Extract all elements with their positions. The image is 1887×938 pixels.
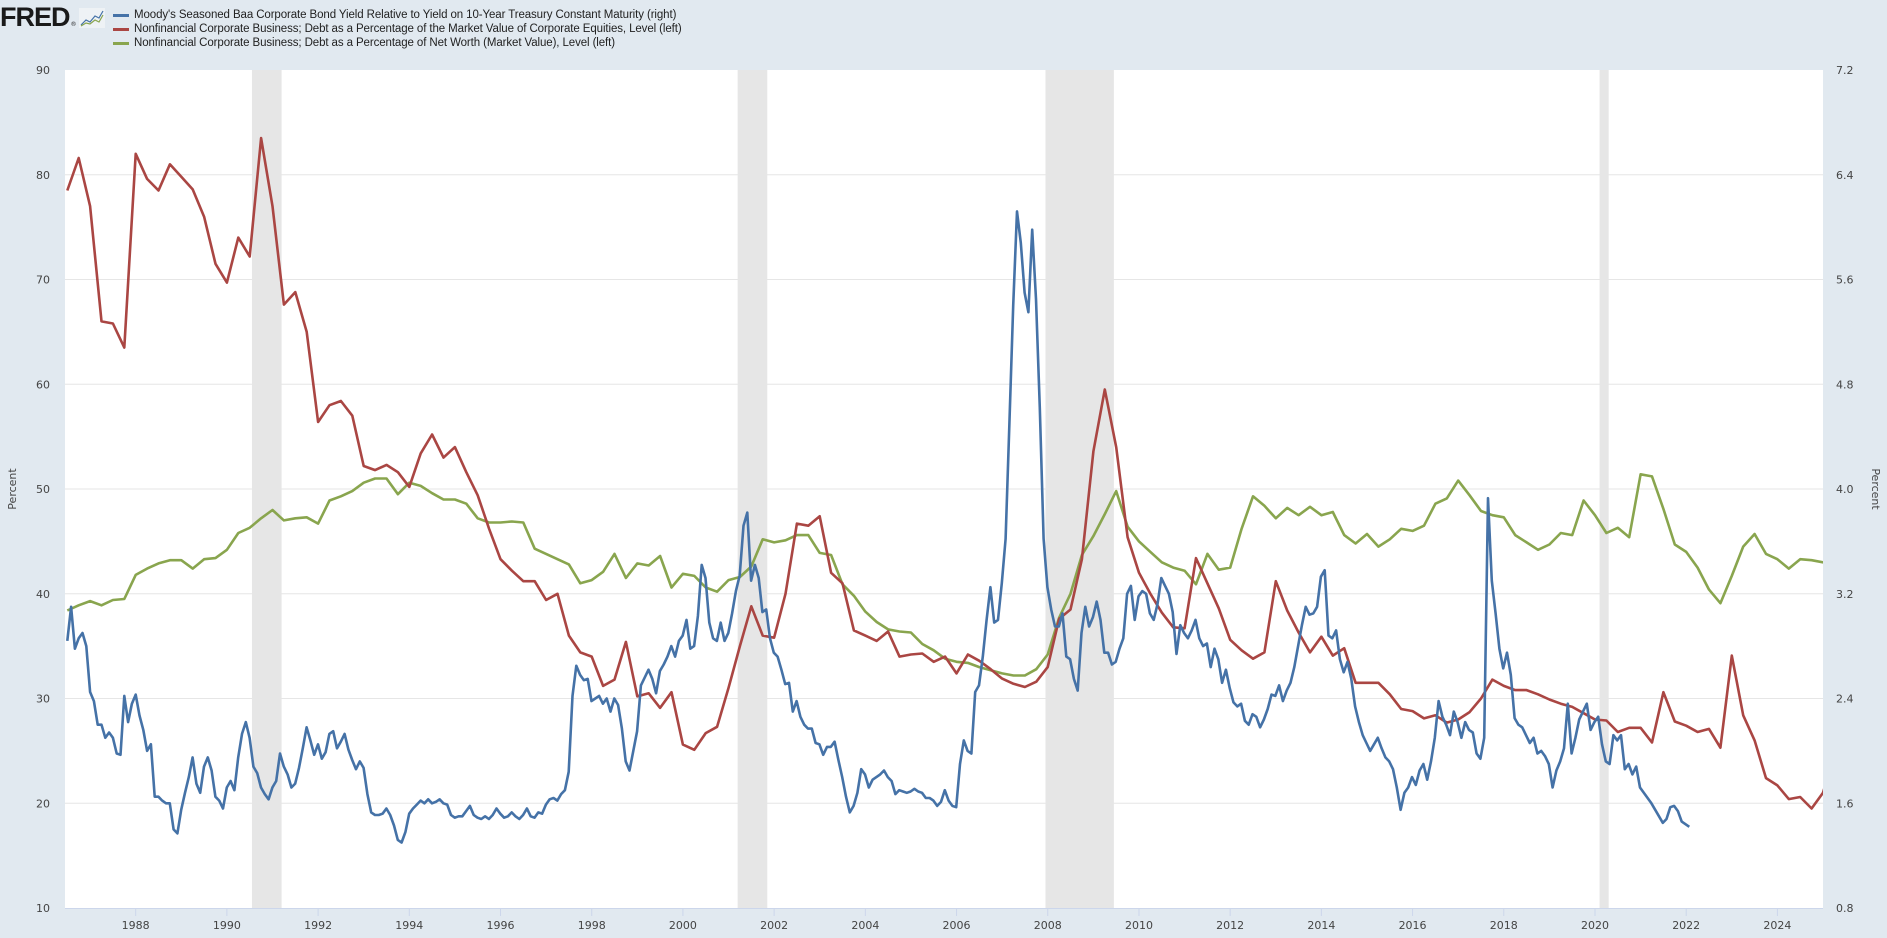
x-tick-label: 2018 bbox=[1490, 919, 1518, 932]
series-line-3[interactable] bbox=[66, 472, 1834, 677]
legend-swatch-icon bbox=[113, 41, 129, 45]
legend-item[interactable]: Nonfinancial Corporate Business; Debt as… bbox=[113, 36, 682, 50]
chart-legend: Moody's Seasoned Baa Corporate Bond Yiel… bbox=[113, 8, 682, 50]
y-right-tick-label: 0.8 bbox=[1836, 902, 1854, 915]
y-right-tick-label: 2.4 bbox=[1836, 693, 1854, 706]
y-left-tick-label: 70 bbox=[36, 274, 50, 287]
y-left-tick-label: 10 bbox=[36, 902, 50, 915]
x-tick-label: 2020 bbox=[1581, 919, 1609, 932]
legend-label: Moody's Seasoned Baa Corporate Bond Yiel… bbox=[134, 9, 677, 21]
x-tick-label: 1988 bbox=[122, 919, 150, 932]
series-line-2[interactable] bbox=[66, 136, 1887, 810]
x-tick-label: 2002 bbox=[760, 919, 788, 932]
x-tick-label: 1990 bbox=[213, 919, 241, 932]
legend-label: Nonfinancial Corporate Business; Debt as… bbox=[134, 37, 615, 49]
trend-chart-icon bbox=[78, 8, 105, 28]
legend-item[interactable]: Nonfinancial Corporate Business; Debt as… bbox=[113, 22, 682, 36]
x-tick-label: 2010 bbox=[1125, 919, 1153, 932]
y-left-tick-label: 30 bbox=[36, 693, 50, 706]
x-tick-label: 2016 bbox=[1399, 919, 1427, 932]
y-left-axis-title: Percent bbox=[6, 468, 19, 510]
y-right-tick-label: 6.4 bbox=[1836, 169, 1854, 182]
y-right-tick-label: 4.8 bbox=[1836, 378, 1854, 391]
y-left-tick-label: 20 bbox=[36, 797, 50, 810]
x-tick-label: 2008 bbox=[1034, 919, 1062, 932]
series-line-1[interactable] bbox=[66, 210, 1691, 844]
y-right-tick-label: 5.6 bbox=[1836, 274, 1854, 287]
x-tick-label: 2004 bbox=[851, 919, 879, 932]
y-left-tick-label: 80 bbox=[36, 169, 50, 182]
legend-swatch-icon bbox=[113, 27, 129, 31]
x-tick-label: 2012 bbox=[1216, 919, 1244, 932]
x-tick-label: 1996 bbox=[487, 919, 515, 932]
y-right-tick-label: 4.0 bbox=[1836, 483, 1854, 496]
y-right-tick-label: 3.2 bbox=[1836, 588, 1854, 601]
legend-item[interactable]: Moody's Seasoned Baa Corporate Bond Yiel… bbox=[113, 8, 682, 22]
x-tick-label: 2024 bbox=[1763, 919, 1791, 932]
x-tick-label: 1994 bbox=[395, 919, 423, 932]
x-tick-label: 2022 bbox=[1672, 919, 1700, 932]
x-tick-label: 2014 bbox=[1307, 919, 1335, 932]
y-left-tick-label: 90 bbox=[36, 64, 50, 77]
fred-logo[interactable]: FRED ® bbox=[0, 2, 105, 32]
legend-swatch-icon bbox=[113, 13, 129, 17]
registered-mark-icon: ® bbox=[70, 21, 77, 28]
x-tick-label: 1998 bbox=[578, 919, 606, 932]
x-tick-label: 2006 bbox=[943, 919, 971, 932]
x-tick-label: 2000 bbox=[669, 919, 697, 932]
x-tick-label: 1992 bbox=[304, 919, 332, 932]
y-left-tick-label: 40 bbox=[36, 588, 50, 601]
y-left-tick-label: 50 bbox=[36, 483, 50, 496]
y-right-tick-label: 7.2 bbox=[1836, 64, 1854, 77]
legend-label: Nonfinancial Corporate Business; Debt as… bbox=[134, 23, 682, 35]
y-left-tick-label: 60 bbox=[36, 378, 50, 391]
chart-header: FRED ® Moody's Seasoned Baa Corporate Bo… bbox=[0, 0, 1887, 60]
y-right-axis-title: Percent bbox=[1869, 468, 1882, 510]
fred-logo-text: FRED bbox=[0, 2, 70, 32]
y-right-tick-label: 1.6 bbox=[1836, 797, 1854, 810]
